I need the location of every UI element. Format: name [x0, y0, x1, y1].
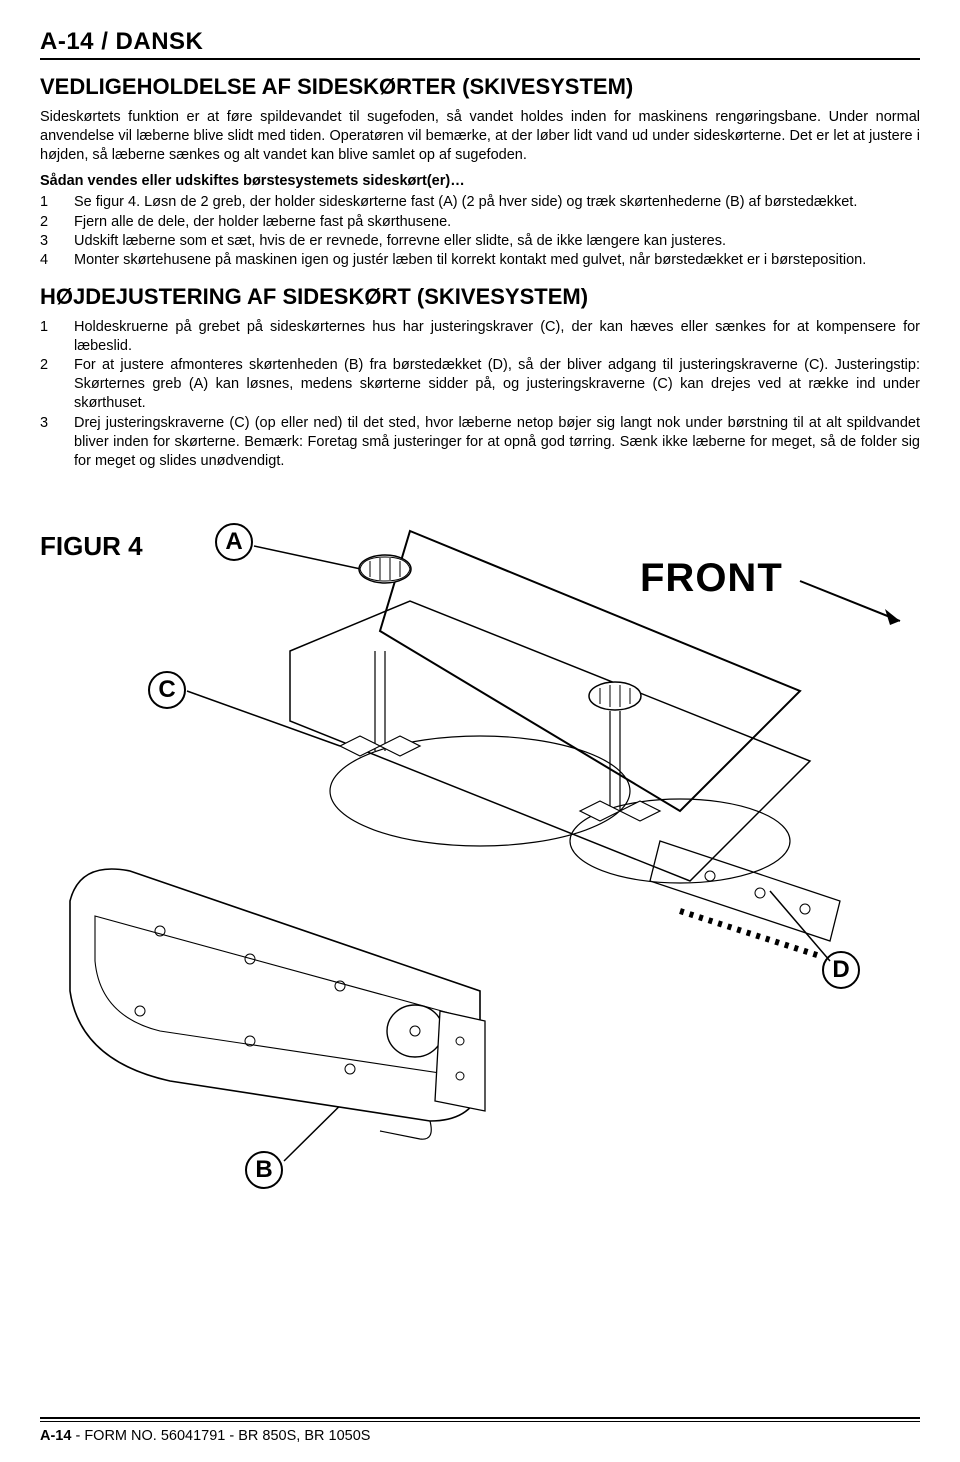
footer-text: A-14 - FORM NO. 56041791 - BR 850S, BR 1…	[40, 1428, 920, 1444]
list-text: Se figur 4. Løsn de 2 greb, der holder s…	[74, 193, 920, 212]
list-num: 4	[40, 251, 74, 270]
page-header: A-14 / DANSK	[40, 28, 920, 60]
section1-subhead: Sådan vendes eller udskiftes børstesyste…	[40, 173, 920, 189]
list-text: For at justere afmonteres skørtenheden (…	[74, 356, 920, 413]
list-text: Monter skørtehusene på maskinen igen og …	[74, 251, 920, 270]
figure-4: FIGUR 4 A C B D FRONT	[40, 521, 920, 1211]
section1-list: 1Se figur 4. Løsn de 2 greb, der holder …	[40, 193, 920, 270]
section2-list: 1Holdeskruerne på grebet på sideskørtern…	[40, 318, 920, 471]
section1-title: VEDLIGEHOLDELSE AF SIDESKØRTER (SKIVESYS…	[40, 74, 920, 100]
diagram-svg	[40, 521, 920, 1211]
list-text: Fjern alle de dele, der holder læberne f…	[74, 213, 920, 232]
section-height-adjust: HØJDEJUSTERING AF SIDESKØRT (SKIVESYSTEM…	[40, 284, 920, 471]
list-text: Drej justeringskraverne (C) (op eller ne…	[74, 414, 920, 471]
list-num: 1	[40, 318, 74, 356]
list-num: 3	[40, 414, 74, 471]
section2-title: HØJDEJUSTERING AF SIDESKØRT (SKIVESYSTEM…	[40, 284, 920, 310]
manual-page: A-14 / DANSK VEDLIGEHOLDELSE AF SIDESKØR…	[0, 0, 960, 1462]
list-num: 1	[40, 193, 74, 212]
list-num: 2	[40, 213, 74, 232]
section-maintenance: VEDLIGEHOLDELSE AF SIDESKØRTER (SKIVESYS…	[40, 74, 920, 270]
section1-para: Sideskørtets funktion er at føre spildev…	[40, 108, 920, 165]
page-footer: A-14 - FORM NO. 56041791 - BR 850S, BR 1…	[40, 1417, 920, 1444]
list-num: 2	[40, 356, 74, 413]
list-text: Holdeskruerne på grebet på sideskørterne…	[74, 318, 920, 356]
list-text: Udskift læberne som et sæt, hvis de er r…	[74, 232, 920, 251]
list-num: 3	[40, 232, 74, 251]
